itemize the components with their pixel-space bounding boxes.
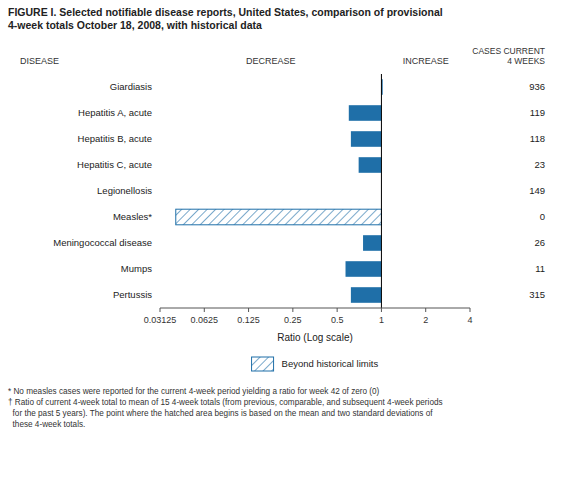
cases-label: 119 [530, 107, 545, 118]
text-line: for the past 5 years). The point where t… [8, 409, 433, 418]
x-tick [381, 308, 382, 312]
cases-label: 315 [529, 289, 545, 300]
x-tick [248, 308, 249, 312]
x-tick [470, 308, 471, 312]
category-label: Legionellosis [97, 185, 152, 196]
bar [349, 105, 382, 121]
x-tick-label: 0.03125 [144, 315, 177, 325]
x-tick-label: 0.0625 [191, 315, 219, 325]
category-label: Pertussis [113, 289, 152, 300]
bar [363, 235, 381, 251]
legend: Beyond historical limits [252, 357, 379, 371]
reference-line [381, 74, 382, 308]
bar-hatched [176, 209, 382, 225]
x-tick-label: 4 [467, 315, 472, 325]
column-header: DISEASE [20, 56, 59, 66]
footnote: * No measles cases were reported for the… [8, 387, 443, 429]
x-tick-label: 0.5 [331, 315, 344, 325]
x-tick [337, 308, 338, 312]
text-line: 4-week totals October 18, 2008, with his… [8, 19, 262, 31]
title: FIGURE I. Selected notifiable disease re… [8, 6, 443, 31]
column-header: CASES CURRENT4 WEEKS [472, 46, 545, 66]
column-header: INCREASE [403, 56, 449, 66]
bar [351, 287, 382, 303]
x-axis-line [160, 308, 470, 309]
text-line: these 4-week totals. [8, 420, 85, 429]
legend-swatch [252, 357, 274, 371]
x-tick [160, 308, 161, 312]
category-label: Hepatitis C, acute [77, 159, 152, 170]
text-line: † Ratio of current 4-week total to mean … [8, 398, 443, 407]
legend-label: Beyond historical limits [282, 358, 379, 369]
x-tick-label: 1 [379, 315, 384, 325]
bar [346, 261, 382, 277]
category-label: Mumps [121, 263, 152, 274]
category-label: Giardiasis [110, 81, 152, 92]
column-header: DECREASE [246, 56, 296, 66]
text-line: * No measles cases were reported for the… [8, 387, 380, 396]
cases-label: 23 [534, 159, 545, 170]
cases-label: 118 [530, 133, 545, 144]
x-tick [292, 308, 293, 312]
category-label: Measles* [113, 211, 152, 222]
cases-label: 149 [529, 185, 545, 196]
x-tick-label: 2 [423, 315, 428, 325]
text-line: CASES CURRENT [472, 46, 545, 56]
category-label: Hepatitis B, acute [78, 133, 152, 144]
x-axis-label: Ratio (Log scale) [277, 332, 353, 343]
cases-label: 936 [529, 81, 545, 92]
bars [176, 79, 383, 303]
cases-label: 11 [535, 263, 545, 274]
x-tick [204, 308, 205, 312]
cases-label: 26 [534, 237, 545, 248]
category-label: Meningococcal disease [53, 237, 152, 248]
chart: FIGURE I. Selected notifiable disease re… [0, 0, 567, 488]
cases-label: 0 [540, 211, 545, 222]
category-label: Hepatitis A, acute [78, 107, 152, 118]
bar [351, 131, 382, 147]
bar [359, 157, 382, 173]
x-tick-label: 0.125 [237, 315, 260, 325]
text-line: FIGURE I. Selected notifiable disease re… [8, 6, 443, 18]
text-line: 4 WEEKS [507, 56, 545, 66]
x-tick-label: 0.25 [284, 315, 302, 325]
x-tick [425, 308, 426, 312]
